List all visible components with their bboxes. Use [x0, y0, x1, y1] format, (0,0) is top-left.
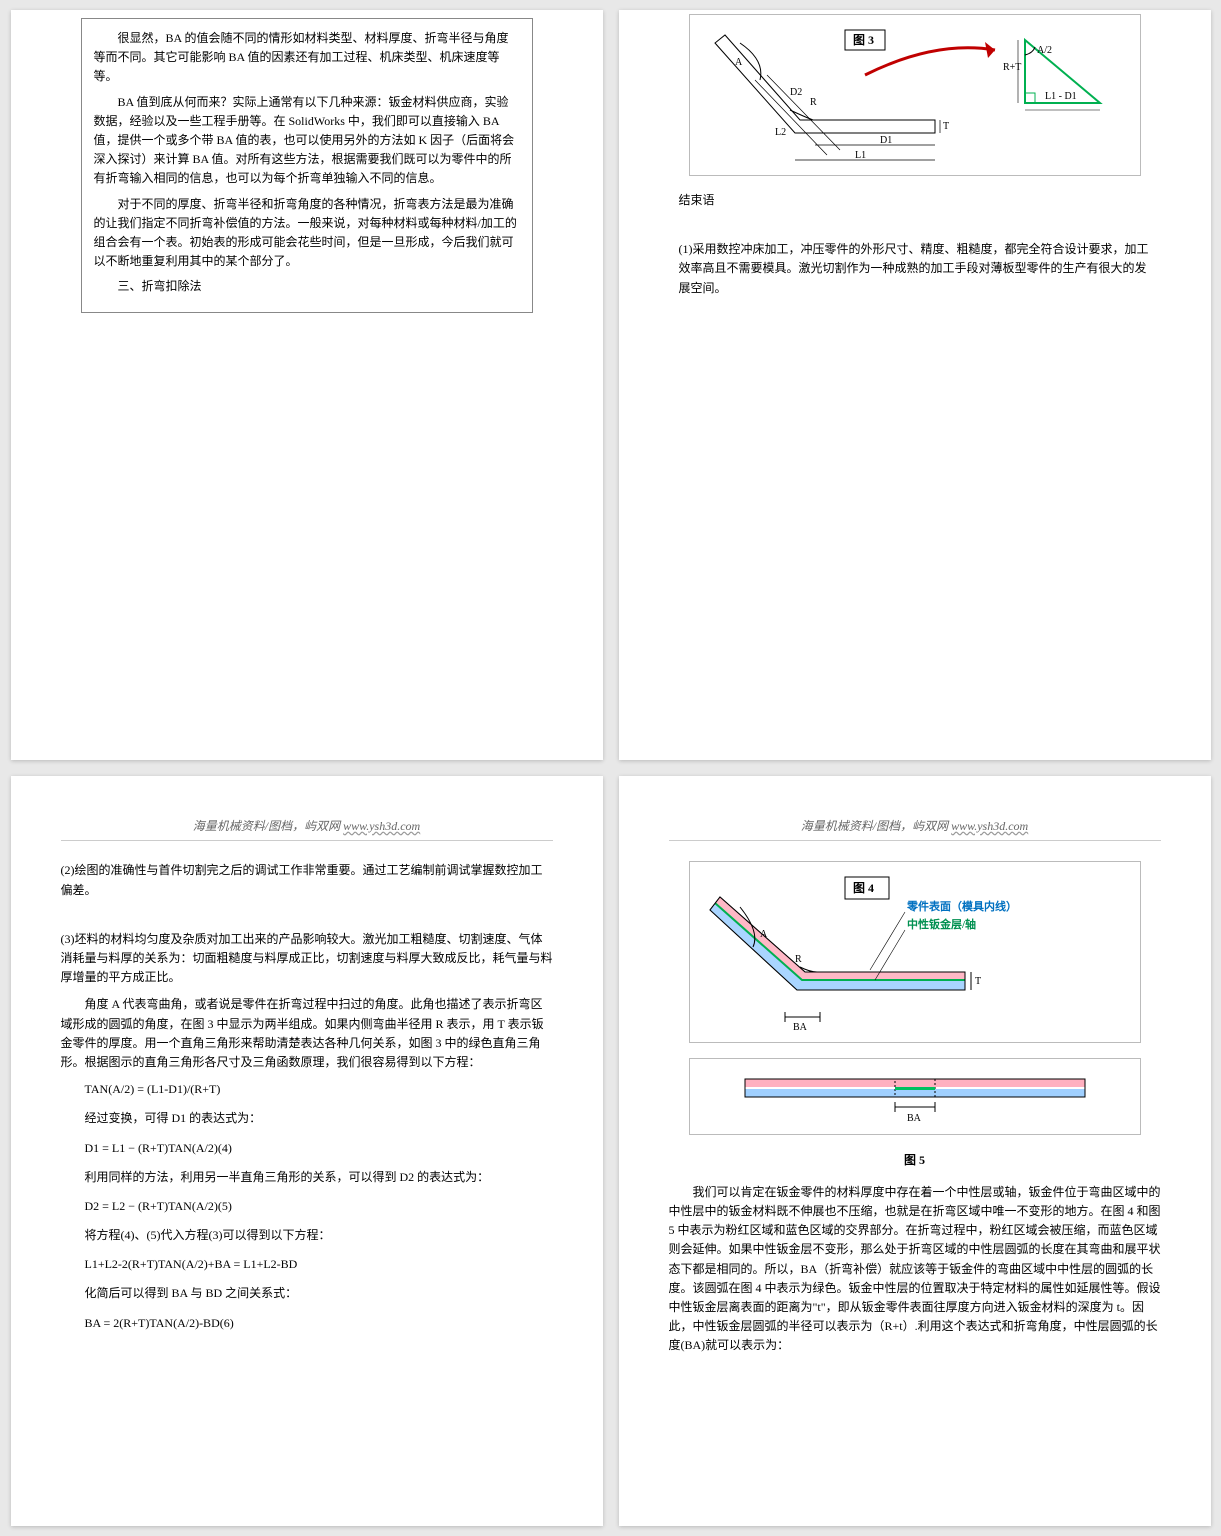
svg-text:A: A — [735, 57, 743, 68]
para: 对于不同的厚度、折弯半径和折弯角度的各种情况，折弯表方法是最为准确的让我们指定不… — [94, 195, 520, 272]
figure-4: 图 4 R A T — [689, 861, 1141, 1043]
svg-text:T: T — [943, 121, 949, 132]
figure-5-caption: 图 5 — [669, 1150, 1161, 1170]
page-header: 海量机械资料/图档，屿双网 www.ysh3d.com — [61, 816, 553, 841]
svg-text:BA: BA — [793, 1022, 808, 1032]
para: 很显然，BA 的值会随不同的情形如材料类型、材料厚度、折弯半径与角度等而不同。其… — [94, 29, 520, 87]
svg-text:图 4: 图 4 — [853, 881, 874, 895]
conclusion-title: 结束语 — [679, 191, 1151, 210]
svg-text:图 3: 图 3 — [853, 33, 874, 47]
para: BA 值到底从何而来？实际上通常有以下几种来源：钣金材料供应商，实验数据，经验以… — [94, 93, 520, 189]
equation: TAN(A/2) = (L1-D1)/(R+T) — [85, 1080, 553, 1099]
para: 我们可以肯定在钣金零件的材料厚度中存在着一个中性层或轴，钣金件位于弯曲区域中的中… — [669, 1183, 1161, 1356]
svg-text:L1 - D1: L1 - D1 — [1045, 91, 1077, 102]
svg-text:BA: BA — [907, 1113, 922, 1124]
svg-text:L2: L2 — [775, 127, 786, 138]
para: 角度 A 代表弯曲角，或者说是零件在折弯过程中扫过的角度。此角也描述了表示折弯区… — [61, 995, 553, 1072]
page-4: 海量机械资料/图档，屿双网 www.ysh3d.com 图 4 R — [619, 776, 1211, 1526]
label: 利用同样的方法，利用另一半直角三角形的关系，可以得到 D2 的表达式为： — [85, 1168, 553, 1187]
page-1: 很显然，BA 的值会随不同的情形如材料类型、材料厚度、折弯半径与角度等而不同。其… — [11, 10, 603, 760]
svg-text:R: R — [795, 954, 802, 965]
svg-text:D1: D1 — [880, 135, 892, 146]
equation: D1 = L1 − (R+T)TAN(A/2)(4) — [85, 1139, 553, 1158]
equation: L1+L2-2(R+T)TAN(A/2)+BA = L1+L2-BD — [85, 1255, 553, 1274]
svg-text:L1: L1 — [855, 150, 866, 161]
svg-text:T: T — [975, 976, 981, 987]
equation: D2 = L2 − (R+T)TAN(A/2)(5) — [85, 1197, 553, 1216]
figure-3: R A D2 L2 L1 D1 T — [689, 14, 1141, 176]
page-header: 海量机械资料/图档，屿双网 www.ysh3d.com — [669, 816, 1161, 841]
label: 将方程(4)、(5)代入方程(3)可以得到以下方程： — [85, 1226, 553, 1245]
svg-text:中性钣金层/轴: 中性钣金层/轴 — [907, 917, 976, 931]
svg-text:D2: D2 — [790, 87, 802, 98]
svg-text:零件表面（模具内线）: 零件表面（模具内线） — [906, 899, 1017, 913]
text-box-1: 很显然，BA 的值会随不同的情形如材料类型、材料厚度、折弯半径与角度等而不同。其… — [81, 18, 533, 313]
svg-text:A/2: A/2 — [1037, 45, 1052, 56]
para: (3)坯料的材料均匀度及杂质对加工出来的产品影响较大。激光加工粗糙度、切割速度、… — [61, 930, 553, 988]
page-3: 海量机械资料/图档，屿双网 www.ysh3d.com (2)绘图的准确性与首件… — [11, 776, 603, 1526]
para: (1)采用数控冲床加工，冲压零件的外形尺寸、精度、粗糙度，都完全符合设计要求，加… — [679, 240, 1151, 298]
figure-5: BA — [689, 1058, 1141, 1135]
para: (2)绘图的准确性与首件切割完之后的调试工作非常重要。通过工艺编制前调试掌握数控… — [61, 861, 553, 899]
equation: BA = 2(R+T)TAN(A/2)-BD(6) — [85, 1314, 553, 1333]
svg-text:R: R — [810, 97, 817, 108]
label: 经过变换，可得 D1 的表达式为： — [85, 1109, 553, 1128]
label: 化简后可以得到 BA 与 BD 之间关系式： — [85, 1284, 553, 1303]
para: 三、折弯扣除法 — [94, 277, 520, 296]
svg-text:A: A — [760, 929, 768, 940]
page-2: R A D2 L2 L1 D1 T — [619, 10, 1211, 760]
svg-text:R+T: R+T — [1003, 62, 1021, 73]
